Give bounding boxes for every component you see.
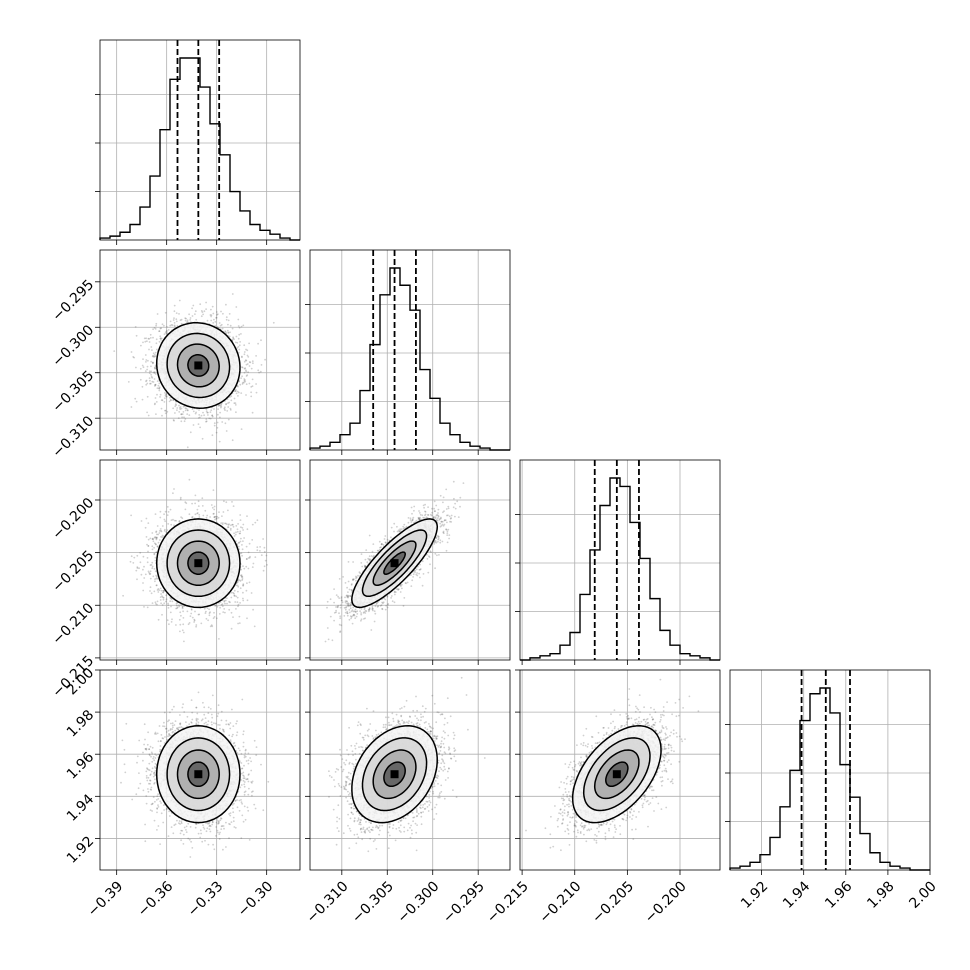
density-peak-2-1 [390,559,399,568]
y-tick-label-p3: 1.94 [64,791,97,824]
contour-3-1-2 [361,737,428,812]
contour-2-0-3 [155,518,241,609]
contour-3-1-0 [383,761,406,788]
contour-3-0-2 [166,737,231,812]
density-peak-1-0 [194,361,203,370]
panel-frame-3-0 [99,669,301,871]
panel-frame-3-1 [309,669,511,871]
panel-frame-1-0 [99,249,301,451]
x-tick-label-p3: 1.92 [738,878,771,911]
y-tick-label-p1: −0.295 [49,277,97,325]
panel-frame-3-3 [729,669,931,871]
y-tick-label-p2: −0.205 [49,548,97,596]
contour-3-2-1 [593,749,640,800]
density-peak-3-2 [612,770,621,779]
x-tick-label-p3: 1.96 [822,878,855,911]
histogram-p3 [729,687,930,871]
y-tick-label-p1: −0.305 [49,368,97,416]
y-tick-label-p2: −0.210 [49,600,97,648]
panel-grid-0-0 [100,40,300,240]
contour-2-1-2 [361,529,428,598]
x-tick-label-p0: −0.36 [135,878,177,920]
contour-3-2-2 [582,737,651,812]
contour-1-0-1 [176,343,220,388]
panel-frame-0-0 [99,39,301,241]
x-tick-label-p2: −0.210 [537,878,585,926]
contour-2-0-0 [187,551,210,575]
x-tick-label-p1: −0.300 [395,878,443,926]
panel-frame-3-2 [519,669,721,871]
x-tick-label-p1: −0.295 [440,878,488,926]
panel-frame-2-0 [99,459,301,661]
x-tick-label-p2: −0.200 [642,878,690,926]
histogram-p0 [99,57,300,241]
histogram-p1 [309,267,510,451]
contour-1-0-2 [166,332,231,399]
y-tick-label-p3: 1.96 [64,749,97,782]
density-peak-2-0 [194,559,203,568]
x-tick-label-p0: −0.39 [85,878,127,920]
x-tick-label-p3: 2.00 [906,878,939,911]
panel-frame-2-1 [309,459,511,661]
y-tick-label-p2: −0.200 [49,495,97,543]
histogram-p2 [520,477,720,661]
density-peak-3-0 [194,770,203,779]
contour-2-1-1 [372,540,417,587]
contour-3-0-3 [155,725,241,824]
contour-2-1-3 [351,518,439,609]
contour-1-0-3 [155,321,241,409]
panel-frame-2-2 [519,459,721,661]
y-tick-label-p1: −0.300 [49,322,97,370]
contour-2-0-2 [166,529,231,598]
y-tick-label-p1: −0.310 [49,413,97,461]
x-tick-label-p0: −0.30 [235,878,277,920]
contour-3-2-3 [571,725,662,824]
x-tick-label-p1: −0.305 [349,878,397,926]
y-tick-label-p3: 1.92 [64,833,97,866]
panel-grid-1-1 [310,250,510,450]
contour-2-1-0 [383,551,406,575]
panel-grid-2-2 [520,460,720,660]
density-peak-3-1 [390,770,399,779]
contour-3-2-0 [605,761,629,788]
x-tick-label-p3: 1.94 [780,878,813,911]
x-tick-label-p0: −0.33 [185,878,227,920]
x-tick-label-p1: −0.310 [304,878,352,926]
contour-2-0-1 [176,540,220,587]
contour-3-1-1 [372,749,417,800]
contour-3-1-3 [351,725,438,824]
x-tick-label-p3: 1.98 [864,878,897,911]
contour-3-0-0 [187,761,210,788]
x-tick-label-p2: −0.215 [484,878,532,926]
y-tick-label-p3: 1.98 [64,707,97,740]
contour-3-0-1 [176,749,220,800]
x-tick-label-p2: −0.205 [589,878,637,926]
panel-frame-1-1 [309,249,511,451]
contour-1-0-0 [187,354,210,377]
